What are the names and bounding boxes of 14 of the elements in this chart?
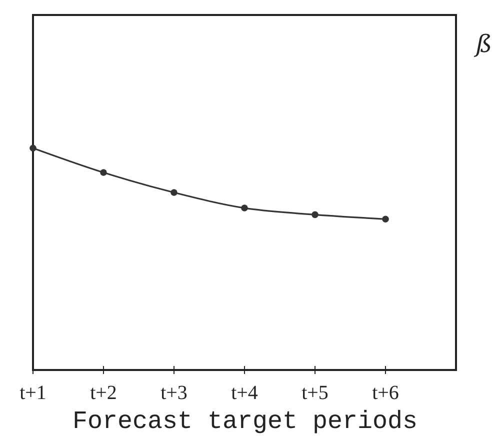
point bbox=[312, 211, 318, 218]
point bbox=[100, 169, 107, 176]
x-tick-label: t+4 bbox=[231, 382, 258, 404]
point bbox=[241, 204, 248, 212]
point bbox=[30, 144, 36, 152]
x-axis-title: Forecast target periods bbox=[72, 407, 418, 436]
x-tick-label: t+5 bbox=[302, 382, 328, 404]
point bbox=[170, 189, 178, 196]
x-tick-label: t+6 bbox=[372, 382, 399, 404]
x-tick-label: t+1 bbox=[20, 382, 46, 404]
text: ß bbox=[472, 30, 492, 58]
point bbox=[382, 216, 389, 223]
x-tick-label: t+3 bbox=[160, 382, 188, 404]
x-tick-label: t+2 bbox=[90, 382, 117, 404]
